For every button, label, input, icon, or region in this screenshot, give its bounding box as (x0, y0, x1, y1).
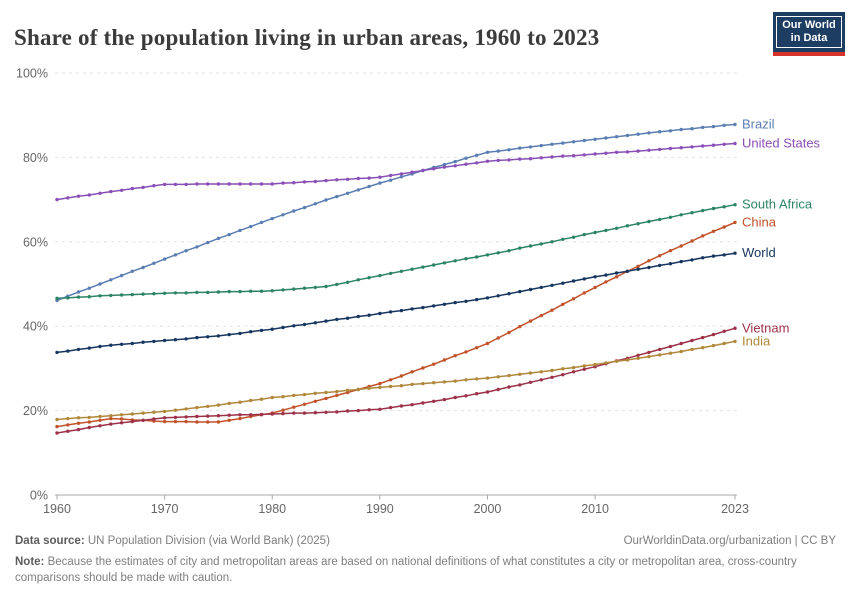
y-tick-label-100: 100% (16, 67, 48, 81)
footnote: Note: Because the estimates of city and … (15, 554, 836, 587)
data-source: Data source: UN Population Division (via… (15, 533, 330, 550)
owid-logo-text: Our World in Data (776, 15, 842, 49)
series-line-south-africa[interactable] (56, 203, 736, 300)
urbanization-line-chart[interactable]: 0% 20% 40% 60% 80% 100% 1960 1970 1980 1990 2000 20… (0, 0, 850, 530)
owid-logo[interactable]: Our World in Data (773, 12, 845, 56)
chart-footer: Data source: UN Population Division (via… (15, 533, 836, 587)
x-tick-label-1970: 1970 (151, 502, 179, 516)
x-tick-label-2023: 2023 (721, 502, 749, 516)
series-markers-vietnam (55, 326, 737, 435)
x-tick-label-1960: 1960 (43, 502, 71, 516)
data-source-text: UN Population Division (via World Bank) … (84, 535, 330, 547)
series-markers-india (55, 339, 737, 422)
x-tick-label-2000: 2000 (474, 502, 502, 516)
data-source-label: Data source: (15, 535, 85, 547)
series-markers-world (55, 251, 737, 355)
series-markers-brazil (55, 122, 737, 303)
y-tick-label-60: 60% (23, 235, 48, 249)
owid-logo-line2: in Data (790, 32, 828, 44)
page-title: Share of the population living in urban … (14, 25, 600, 51)
y-tick-label-20: 20% (23, 404, 48, 418)
series-label-united-states[interactable]: United States (742, 136, 821, 151)
series-label-china[interactable]: China (742, 214, 777, 229)
x-tick-label-1980: 1980 (258, 502, 286, 516)
series-line-china[interactable] (56, 221, 736, 428)
series-line-vietnam[interactable] (56, 327, 736, 434)
series-label-vietnam[interactable]: Vietnam (742, 320, 789, 335)
series-line-brazil[interactable] (56, 123, 736, 302)
footnote-text: Because the estimates of city and metrop… (15, 555, 797, 585)
y-tick-label-40: 40% (23, 320, 48, 334)
x-tick-label-2010: 2010 (581, 502, 609, 516)
series-label-world[interactable]: World (742, 245, 776, 260)
y-tick-label-80: 80% (23, 151, 48, 165)
x-tick-label-1990: 1990 (366, 502, 394, 516)
credit-link[interactable]: OurWorldinData.org/urbanization | CC BY (623, 535, 836, 547)
series-label-india[interactable]: India (742, 333, 771, 348)
y-tick-label-0: 0% (30, 489, 48, 503)
footnote-label: Note: (15, 555, 45, 568)
series-line-india[interactable] (56, 340, 736, 421)
series-markers-south-africa (55, 203, 737, 300)
series-label-south-africa[interactable]: South Africa (742, 197, 813, 212)
series-markers-china (55, 220, 737, 429)
series-markers-united-states (55, 141, 737, 202)
series-line-united-states[interactable] (56, 142, 736, 201)
series-label-brazil[interactable]: Brazil (742, 117, 775, 132)
series-line-world[interactable] (56, 252, 736, 354)
owid-logo-line1: Our World (782, 18, 836, 31)
